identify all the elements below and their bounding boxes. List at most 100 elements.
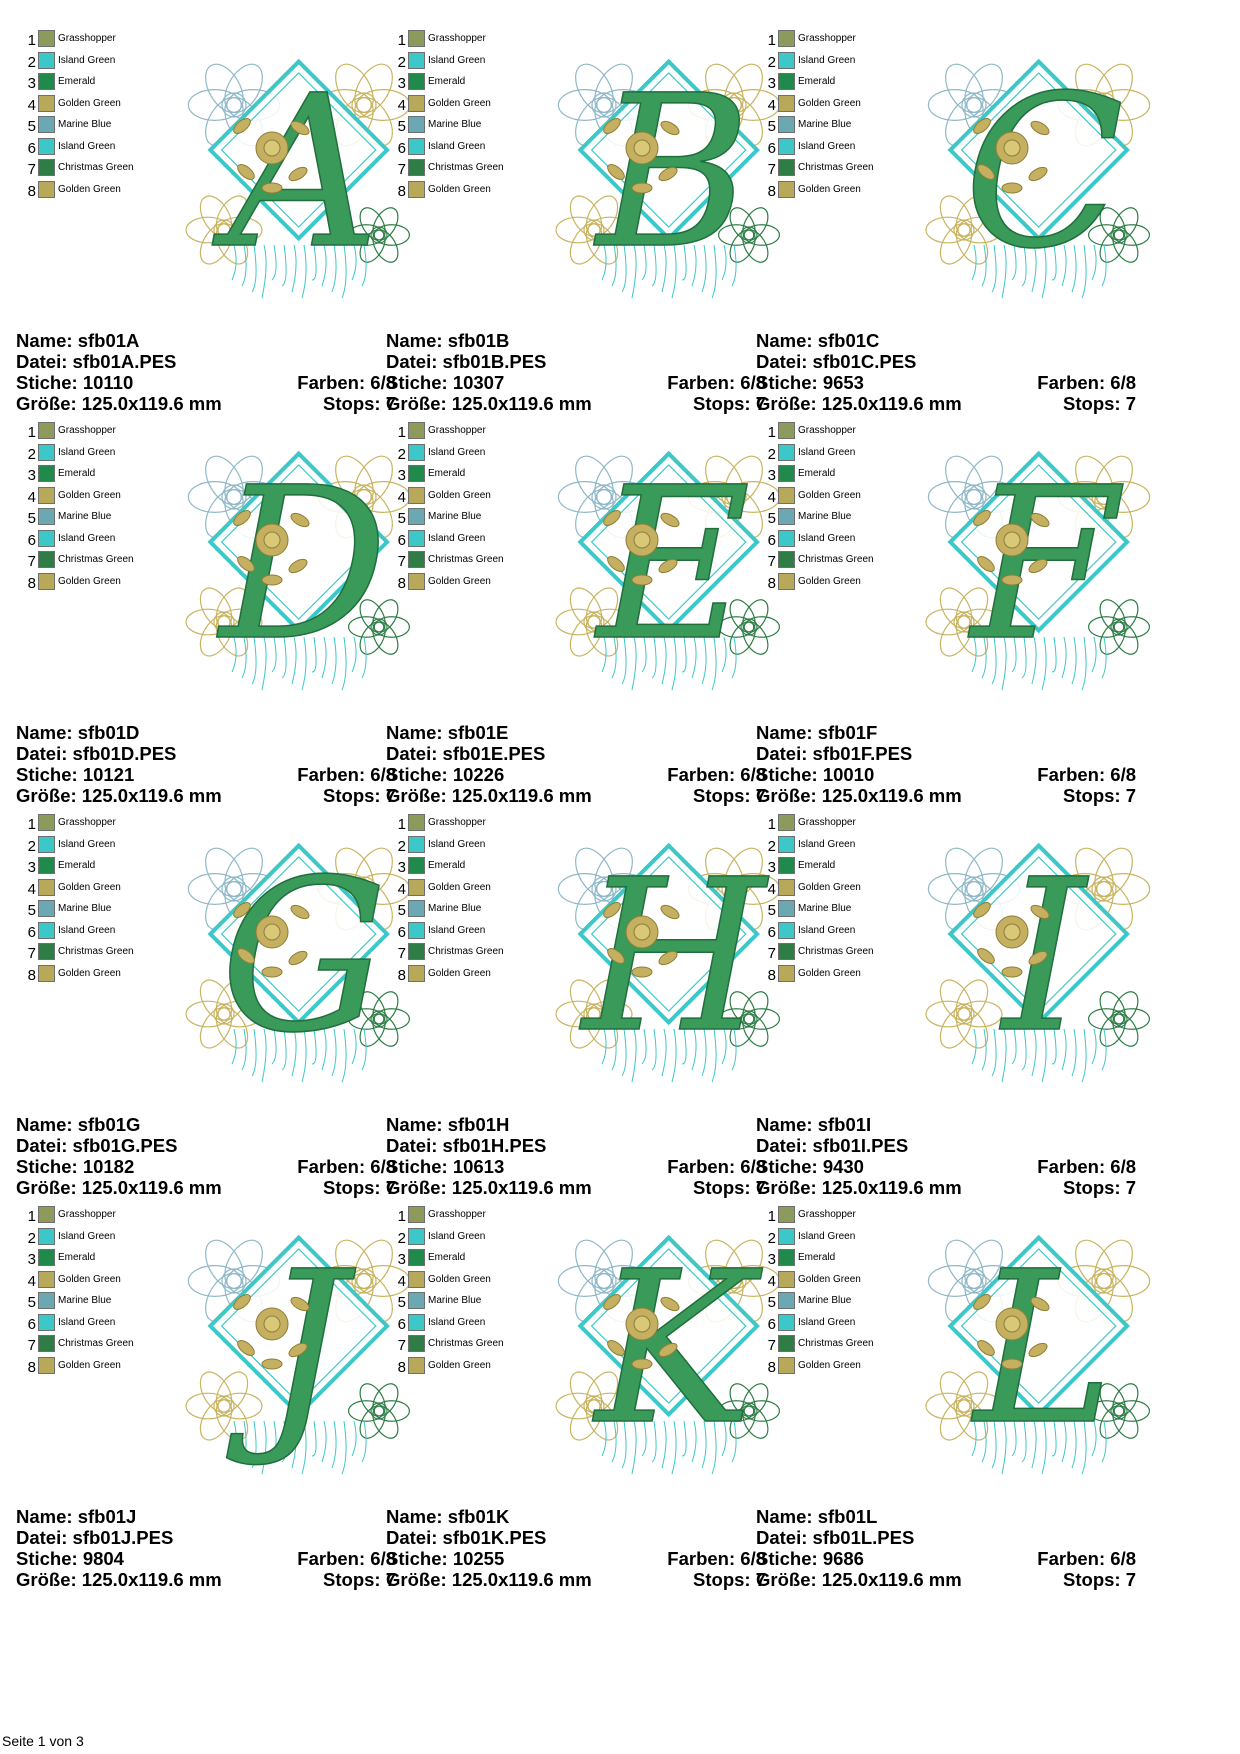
stop-count: Stops: 7: [693, 393, 766, 414]
size-line: Größe: 125.0x119.6 mm Stops: 7: [16, 393, 396, 414]
palette-number: 3: [397, 75, 406, 92]
thread-name: Golden Green: [428, 1273, 491, 1285]
color-swatch: [778, 1206, 795, 1223]
stop-count: Stops: 7: [323, 1177, 396, 1198]
palette-number: 3: [397, 1251, 406, 1268]
color-swatch: [408, 51, 425, 69]
size-line: Größe: 125.0x119.6 mm Stops: 7: [386, 1177, 766, 1198]
palette-number: 4: [27, 880, 36, 898]
frame-drips: [231, 636, 367, 691]
color-count: Farben: 6/8: [667, 372, 766, 393]
frame-drips: [971, 636, 1107, 691]
thread-name: Emerald: [58, 1252, 96, 1263]
color-swatch: [778, 73, 795, 90]
palette-row: 7 Christmas Green: [24, 159, 184, 181]
stitch-line: Stiche: 10307 Farben: 6/8: [386, 372, 766, 393]
stitch-count: Stiche: 9430: [756, 1156, 864, 1177]
palette-row: 5 Marine Blue: [24, 116, 184, 138]
palette-row: 6 Island Green: [764, 529, 924, 552]
palette-row: 6 Island Green: [394, 921, 554, 944]
embroidery-preview: H: [555, 833, 781, 1083]
palette-row: 4 Golden Green: [394, 486, 554, 509]
palette-number: 4: [27, 488, 36, 506]
palette-number: 1: [767, 424, 776, 441]
palette-number: 3: [27, 1251, 36, 1268]
stitch-count: Stiche: 10121: [16, 764, 135, 785]
stitch-count: Stiche: 10010: [756, 764, 875, 785]
color-swatch: [778, 964, 795, 982]
palette-row: 3 Emerald: [24, 1249, 184, 1271]
thread-name: Grasshopper: [428, 1209, 486, 1220]
palette-row: 6 Island Green: [24, 921, 184, 944]
palette-row: 8 Golden Green: [24, 1356, 184, 1379]
stitch-line: Stiche: 10010 Farben: 6/8: [756, 764, 1136, 785]
thread-name: Christmas Green: [798, 1338, 874, 1349]
stitch-count: Stiche: 9804: [16, 1548, 124, 1569]
palette-row: 8 Golden Green: [24, 964, 184, 987]
frame-drips: [231, 1420, 367, 1475]
thread-name: Grasshopper: [798, 425, 856, 436]
palette-row: 8 Golden Green: [764, 572, 924, 595]
palette-row: 4 Golden Green: [394, 1270, 554, 1293]
color-swatch: [778, 465, 795, 482]
palette-number: 2: [27, 837, 36, 855]
embroidery-preview: D: [185, 441, 411, 691]
stitch-line: Stiche: 9430 Farben: 6/8: [756, 1156, 1136, 1177]
thread-name: Island Green: [58, 532, 116, 544]
design-info: Name: sfb01J Datei: sfb01J.PES Stiche: 980…: [16, 1506, 396, 1590]
palette-number: 7: [767, 161, 776, 178]
palette-number: 7: [27, 161, 36, 178]
thread-name: Marine Blue: [58, 119, 112, 130]
color-swatch: [38, 1249, 55, 1266]
stitch-line: Stiche: 10613 Farben: 6/8: [386, 1156, 766, 1177]
diamond-frame: [207, 450, 390, 634]
palette-number: 1: [767, 816, 776, 833]
palette-row: 8 Golden Green: [24, 572, 184, 595]
frame-drips: [971, 1420, 1107, 1475]
palette-row: 3 Emerald: [394, 465, 554, 487]
color-count: Farben: 6/8: [1037, 1156, 1136, 1177]
color-swatch: [408, 835, 425, 853]
palette-row: 1 Grasshopper: [394, 30, 554, 52]
design-card: 1 Grasshopper 2 Island Green 3 Emerald 4 Golden…: [756, 422, 1156, 842]
stitch-line: Stiche: 10255 Farben: 6/8: [386, 1548, 766, 1569]
palette-number: 7: [767, 1337, 776, 1354]
thread-name: Christmas Green: [58, 1338, 134, 1349]
stitch-count: Stiche: 9686: [756, 1548, 864, 1569]
rose-motif: [973, 1294, 1050, 1370]
thread-name: Golden Green: [428, 575, 491, 587]
frame-drips: [601, 244, 737, 299]
color-swatch: [408, 1270, 425, 1288]
thread-name: Island Green: [798, 924, 856, 936]
palette-number: 4: [397, 1272, 406, 1290]
palette-number: 2: [767, 1229, 776, 1247]
palette-number: 7: [767, 945, 776, 962]
diamond-frame: [947, 842, 1130, 1026]
palette-number: 1: [397, 32, 406, 49]
thread-name: Golden Green: [58, 881, 121, 893]
palette-number: 6: [767, 139, 776, 157]
color-swatch: [38, 900, 55, 917]
palette-row: 2 Island Green: [24, 51, 184, 74]
color-swatch: [778, 1292, 795, 1309]
color-swatch: [38, 443, 55, 461]
palette-number: 5: [767, 1294, 776, 1311]
design-size: Größe: 125.0x119.6 mm: [386, 1569, 592, 1590]
palette-number: 2: [767, 53, 776, 71]
diamond-frame: [577, 842, 760, 1026]
color-swatch: [778, 508, 795, 525]
palette-row: 3 Emerald: [764, 465, 924, 487]
palette-number: 1: [397, 424, 406, 441]
thread-name: Island Green: [58, 140, 116, 152]
palette-number: 8: [397, 574, 406, 592]
palette-number: 4: [397, 96, 406, 114]
thread-name: Marine Blue: [58, 511, 112, 522]
size-line: Größe: 125.0x119.6 mm Stops: 7: [756, 1569, 1136, 1590]
thread-name: Marine Blue: [428, 119, 482, 130]
embroidery-preview: G: [185, 833, 411, 1083]
color-swatch: [38, 964, 55, 982]
thread-name: Island Green: [798, 54, 856, 66]
palette-number: 4: [767, 1272, 776, 1290]
palette-number: 4: [27, 1272, 36, 1290]
color-swatch: [38, 1292, 55, 1309]
